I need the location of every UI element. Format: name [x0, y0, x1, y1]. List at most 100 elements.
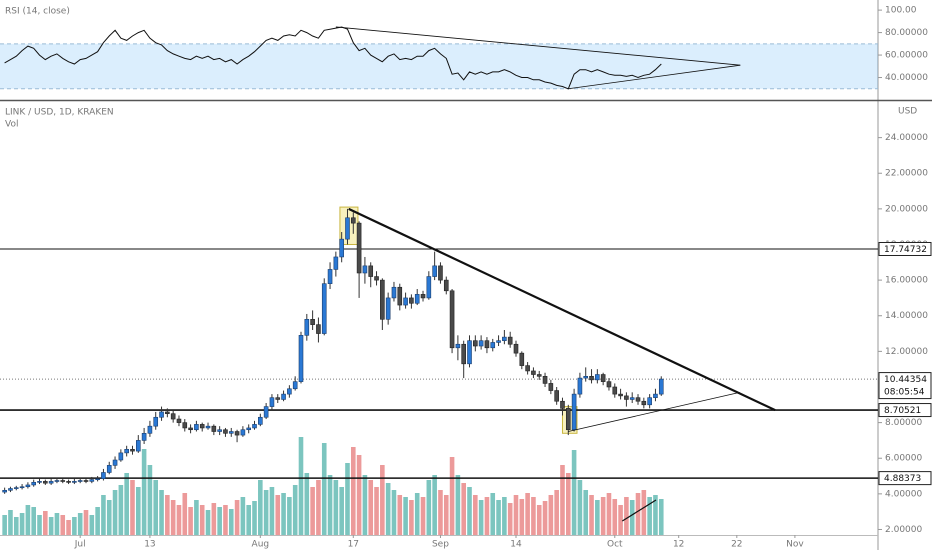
rsi-tick-label: 60.00000: [885, 51, 928, 61]
candle-body: [536, 374, 542, 377]
volume-bar: [385, 483, 391, 535]
volume-bar: [380, 465, 385, 535]
candle-body: [182, 422, 188, 429]
x-tick-label: 13: [144, 540, 155, 550]
volume-label: Vol: [5, 120, 18, 130]
candle-body: [490, 342, 496, 349]
candle-body: [19, 486, 25, 489]
volume-bar: [455, 475, 461, 535]
candle-body: [554, 390, 559, 402]
volume-bar: [182, 493, 188, 535]
level-label: 4.88373: [884, 474, 921, 484]
candle-body: [124, 449, 129, 454]
candle-body: [37, 481, 42, 483]
candle-body: [467, 340, 472, 365]
volume-bar: [362, 475, 368, 535]
candle-body: [310, 319, 315, 325]
volume-trendline: [622, 499, 657, 522]
candle-body: [525, 365, 530, 372]
candle-body: [130, 449, 135, 452]
volume-bar: [83, 510, 89, 535]
last-price-label: 10.44354: [884, 375, 927, 385]
volume-bar: [583, 490, 589, 535]
candle-body: [374, 276, 379, 281]
volume-bar: [37, 515, 42, 535]
candle-body: [339, 238, 344, 258]
volume-bar: [560, 465, 565, 535]
volume-bar: [165, 495, 170, 535]
volume-bar: [228, 509, 234, 535]
candle-body: [449, 290, 455, 349]
candle-body: [385, 297, 391, 320]
candle-body: [560, 400, 565, 409]
volume-bar: [211, 503, 217, 535]
volume-bar: [298, 437, 304, 535]
candle-body: [147, 425, 153, 434]
volume-bar: [263, 490, 269, 535]
volume-bar: [502, 497, 507, 535]
volume-bar: [467, 487, 472, 535]
candle-body: [321, 283, 327, 334]
volume-bar: [496, 500, 501, 535]
candle-body: [635, 397, 641, 402]
volume-bar: [112, 490, 118, 535]
candle-body: [159, 411, 164, 418]
x-tick-label: Aug: [252, 540, 270, 550]
price-trendline: [348, 207, 776, 412]
level-label: 17.74732: [884, 245, 927, 255]
volume-bar: [438, 490, 443, 535]
x-tick-label: 17: [348, 540, 359, 550]
candle-body: [519, 352, 525, 366]
volume-bar: [525, 493, 530, 535]
candle-body: [258, 416, 263, 425]
candle-body: [496, 340, 501, 343]
level-label-box: [878, 471, 932, 486]
x-tick-label: 12: [673, 540, 684, 550]
volume-bar: [473, 495, 478, 535]
volume-bar: [199, 505, 205, 535]
candle-body: [263, 406, 269, 418]
volume-bar: [234, 500, 240, 535]
volume-bar: [240, 497, 246, 535]
volume-bar: [403, 497, 408, 535]
y-tick-label: 6.00000: [885, 454, 922, 464]
x-tick-label: Sep: [432, 540, 449, 550]
rsi-line: [4, 26, 662, 90]
candle-body: [194, 424, 199, 431]
candle-body: [217, 429, 222, 432]
volume-bar: [589, 495, 594, 535]
level-label-box: [878, 241, 932, 256]
volume-bar: [571, 450, 577, 535]
candle-body: [397, 286, 403, 306]
candle-body: [246, 427, 251, 431]
y-tick-label: 8.00000: [885, 418, 922, 428]
candle-body: [647, 397, 652, 406]
volume-bar: [449, 457, 455, 535]
volume-bar: [170, 500, 176, 535]
volume-bar: [606, 493, 612, 535]
volume-bar: [66, 520, 71, 535]
volume-bar: [8, 510, 13, 535]
candle-body: [165, 411, 170, 415]
volume-bar: [124, 473, 129, 535]
y-tick-label: 14.00000: [885, 311, 928, 321]
volume-bar: [368, 480, 374, 535]
candle-body: [502, 336, 507, 341]
candle-body: [362, 265, 368, 274]
price-trendline: [568, 391, 740, 432]
volume-bar: [188, 507, 193, 535]
volume-bar: [287, 497, 292, 535]
volume-bar: [612, 499, 618, 535]
candle-body: [589, 375, 594, 381]
candle-body: [426, 276, 432, 299]
volume-bar: [205, 510, 211, 535]
candle-body: [2, 489, 7, 493]
candle-body: [153, 416, 159, 427]
volume-bar: [106, 500, 112, 535]
candle-body: [443, 279, 449, 292]
volume-bar: [147, 465, 153, 535]
volume-bar: [77, 513, 83, 535]
volume-bar: [72, 517, 77, 535]
candle-body: [368, 265, 374, 277]
